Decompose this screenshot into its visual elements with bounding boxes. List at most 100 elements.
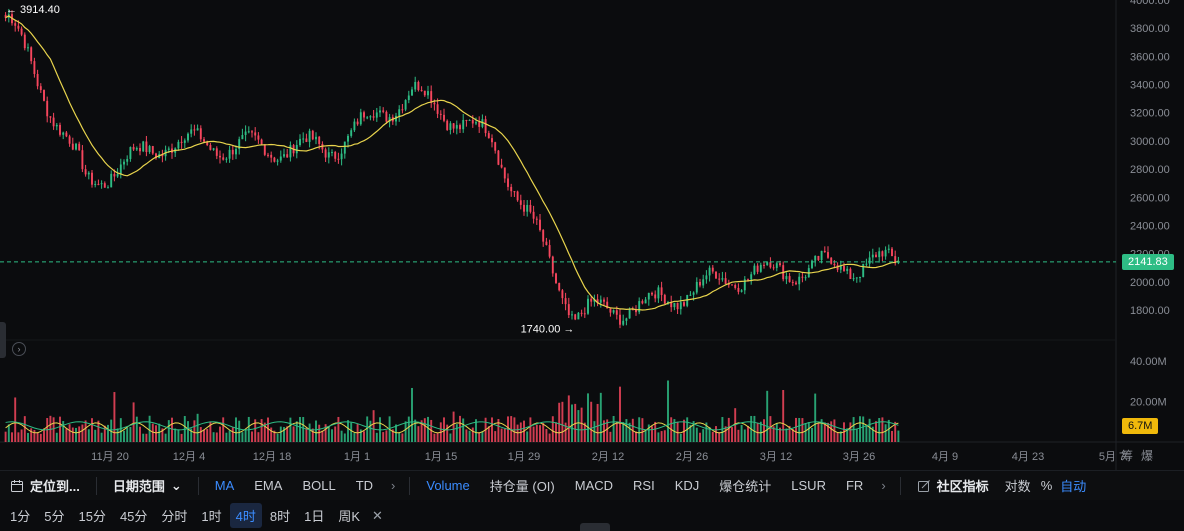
volume-bar <box>65 427 68 442</box>
candle-body <box>388 117 391 122</box>
locate-button[interactable]: 定位到... <box>0 471 90 500</box>
indicator-boll[interactable]: BOLL <box>302 478 336 493</box>
volume-bar <box>811 427 813 442</box>
interval-8h[interactable]: 8时 <box>269 509 291 524</box>
volume-bar <box>606 419 609 442</box>
volume-bar <box>366 416 369 442</box>
candle-body <box>625 318 628 321</box>
interval-timeshare[interactable]: 分时 <box>161 509 188 524</box>
current-price-badge: 2141.83 <box>1122 253 1174 270</box>
auto-scale-toggle[interactable]: 自动 <box>1060 479 1087 494</box>
volume-bar <box>283 427 285 442</box>
close-icon[interactable]: ✕ <box>372 507 383 523</box>
candle-body <box>68 136 71 144</box>
interval-4h[interactable]: 4时 <box>229 503 262 528</box>
candlestick-chart[interactable]: 4000.00 3800.00 3600.00 3400.00 3200.00 3000.… <box>0 0 1184 470</box>
candle-body <box>420 90 423 92</box>
date-range-dropdown[interactable]: 日期范围 ⌄ <box>103 471 192 500</box>
candle-body <box>71 143 74 150</box>
candle-body <box>340 153 343 160</box>
volume-bar <box>151 423 154 442</box>
volume-bar <box>113 392 116 442</box>
interval-1h[interactable]: 1时 <box>201 509 222 524</box>
candle-body <box>270 154 273 158</box>
candle-body <box>500 164 503 168</box>
volume-bar <box>308 423 311 442</box>
candle-body <box>628 309 631 319</box>
volume-bar <box>542 423 545 442</box>
left-panel-handle[interactable] <box>0 322 6 358</box>
volume-bar <box>529 417 532 442</box>
interval-15m[interactable]: 15分 <box>78 509 106 524</box>
candle-body <box>772 267 775 269</box>
volume-bar <box>119 418 122 442</box>
candle-body <box>539 219 541 231</box>
volume-bar <box>311 428 314 442</box>
candle-body <box>519 200 522 205</box>
indicator-macd[interactable]: MACD <box>574 478 614 493</box>
indicator-rsi[interactable]: RSI <box>633 478 655 493</box>
interval-1d[interactable]: 1日 <box>304 509 325 524</box>
liquidation-label[interactable]: 爆 <box>1141 449 1154 463</box>
volume-bar <box>849 422 852 442</box>
indicator-fr[interactable]: FR <box>845 478 864 493</box>
chart-area[interactable]: 4000.00 3800.00 3600.00 3400.00 3200.00 3000.… <box>0 0 1184 470</box>
scroll-right-icon[interactable]: › <box>12 342 26 356</box>
indicator-kdj[interactable]: KDJ <box>674 478 700 493</box>
volume-bar <box>574 403 577 442</box>
candle-body <box>343 141 346 154</box>
candle-body <box>471 119 474 124</box>
community-indicators-button[interactable]: 社区指标 <box>907 471 999 500</box>
candle-body <box>203 139 205 142</box>
indicator-ema[interactable]: EMA <box>254 478 283 493</box>
candle-body <box>862 263 865 278</box>
volume-bar <box>718 432 721 442</box>
volume-bar <box>846 428 849 442</box>
volume-bar <box>827 422 829 442</box>
collapse-handle[interactable] <box>580 523 610 531</box>
candle-body <box>209 145 212 150</box>
volume-bar <box>817 422 820 442</box>
indicator-open-interest[interactable]: 持仓量 (OI) <box>489 479 555 494</box>
interval-1m[interactable]: 1分 <box>10 509 31 524</box>
volume-bar <box>302 417 305 442</box>
candle-body <box>638 301 641 313</box>
indicator-liquidation-stats[interactable]: 爆仓统计 <box>719 479 772 494</box>
candle-body <box>731 284 733 286</box>
log-scale-toggle[interactable]: 对数 <box>1004 479 1031 494</box>
candle-body <box>868 257 871 264</box>
candle-body <box>404 100 407 110</box>
candle-body <box>369 116 372 118</box>
indicator-td[interactable]: TD <box>355 478 374 493</box>
volume-bar <box>868 418 871 442</box>
candle-body <box>94 183 97 185</box>
volume-bar <box>459 415 461 442</box>
candle-body <box>724 278 727 284</box>
volume-bar <box>823 422 826 442</box>
volume-bar <box>628 422 631 442</box>
chevron-right-icon[interactable]: › <box>881 478 886 493</box>
candle-body <box>756 265 759 272</box>
indicator-ma[interactable]: MA <box>214 478 235 493</box>
volume-bar <box>17 432 20 442</box>
indicator-volume[interactable]: Volume <box>426 478 470 493</box>
locate-label: 定位到... <box>30 479 80 494</box>
volume-bar <box>417 426 420 442</box>
volume-bar <box>11 432 13 442</box>
interval-week[interactable]: 周K <box>338 509 361 524</box>
candle-body <box>804 277 807 279</box>
candle-body <box>267 154 269 156</box>
percent-scale-toggle[interactable]: % <box>1040 478 1053 493</box>
indicator-lsur[interactable]: LSUR <box>791 478 826 493</box>
candle-body <box>199 128 202 140</box>
volume-bar <box>871 426 874 442</box>
current-volume-badge: 6.7M <box>1122 418 1159 434</box>
volume-bar <box>68 424 71 442</box>
interval-45m[interactable]: 45分 <box>119 509 148 524</box>
chevron-right-icon[interactable]: › <box>391 478 396 493</box>
volume-bar <box>740 425 743 442</box>
interval-5m[interactable]: 5分 <box>44 509 65 524</box>
volume-bar <box>737 429 740 442</box>
chip-distribution-label[interactable]: 筹 <box>1121 449 1134 463</box>
volume-bar <box>545 428 548 442</box>
